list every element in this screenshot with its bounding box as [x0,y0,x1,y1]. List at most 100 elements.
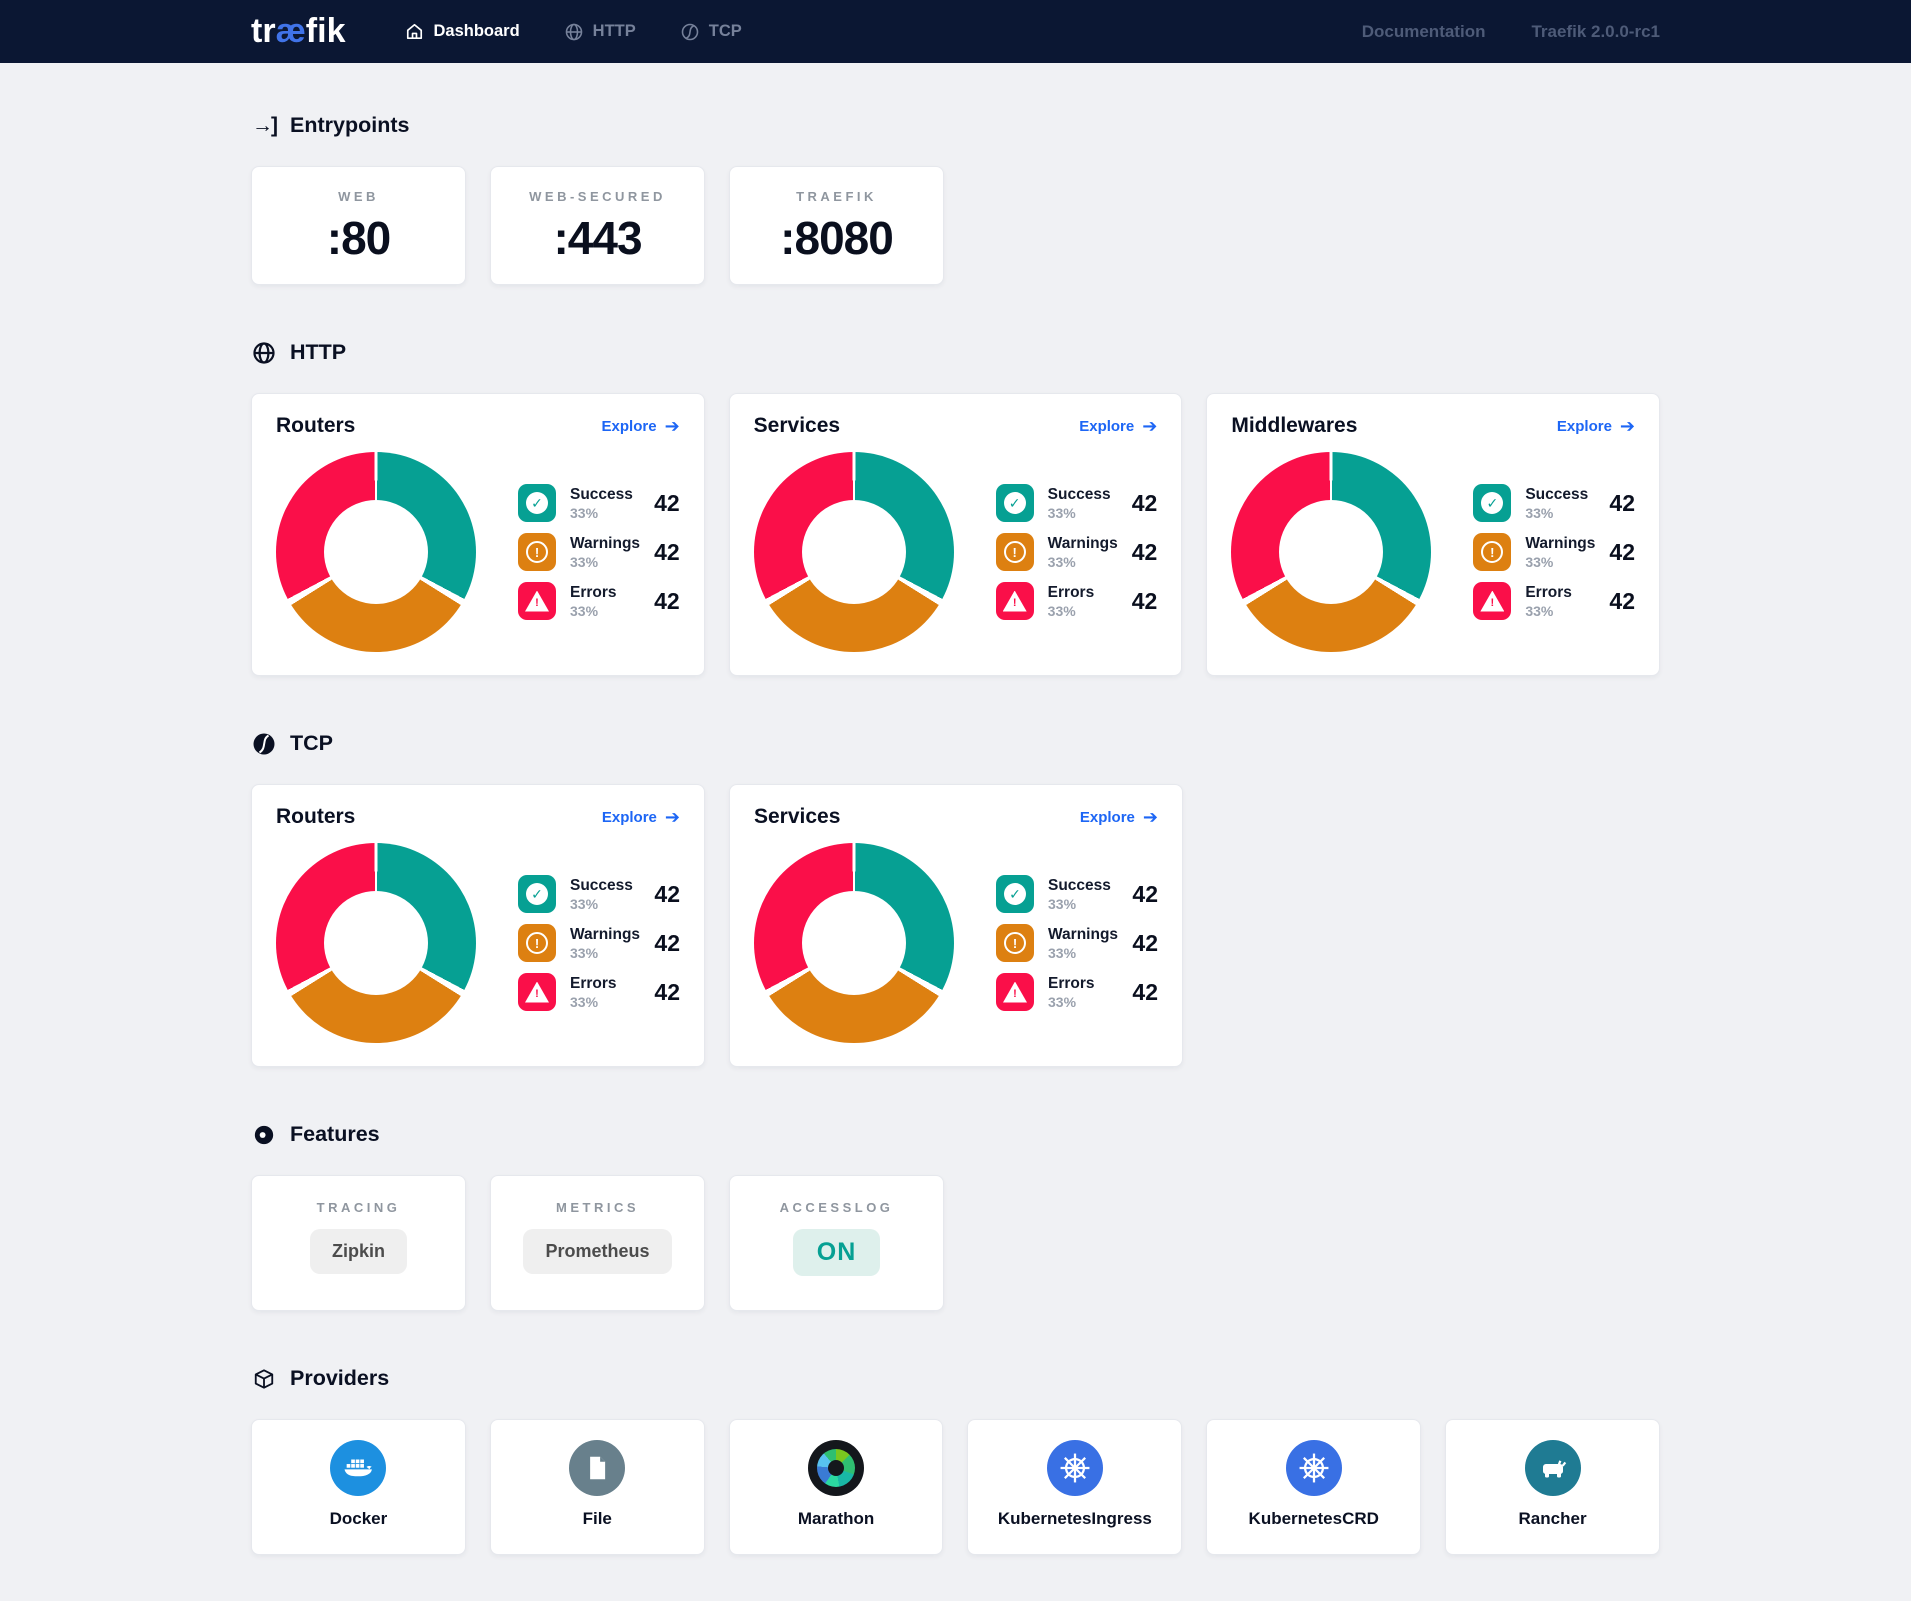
entrypoints-icon: →] [252,113,278,137]
feature-value-pill: Zipkin [310,1229,407,1274]
legend-row-success: ✓ Success 33% 42 [1473,484,1635,522]
tcp-section: TCP Routers Explore ➔ ✓ Success 33% 42 [251,731,1660,1067]
arrow-right-icon: ➔ [1619,416,1636,436]
nav-item-http[interactable]: HTTP [564,22,636,42]
provider-card-kubernetesingress: KubernetesIngress [967,1419,1183,1555]
warning-circle-icon: ! [518,924,556,962]
explore-link[interactable]: Explore ➔ [1079,416,1158,436]
legend-count: 42 [1609,587,1636,614]
feature-label: METRICS [556,1200,639,1215]
card-title: Services [753,414,841,437]
error-triangle-icon: ! [1473,582,1512,620]
traefik-logo: træfik [251,12,346,50]
legend-row-warnings: ! Warnings 33% 42 [518,924,680,962]
legend-count: 42 [654,538,680,565]
feature-on-badge: ON [792,1229,881,1276]
http-routers-card: Routers Explore ➔ ✓ Success 33% 42 ! Warni… [251,393,705,676]
legend-row-success: ✓ Success 33% 42 [996,875,1158,913]
provider-card-marathon: Marathon [728,1419,944,1555]
donut-chart [1231,452,1432,652]
legend-row-errors: ! Errors 33% 42 [1473,582,1635,620]
explore-link[interactable]: Explore ➔ [1556,416,1636,436]
provider-card-file: File [489,1419,705,1555]
card-title: Middlewares [1231,414,1358,437]
error-triangle-icon: ! [996,973,1034,1011]
entrypoint-port: :8080 [780,212,894,264]
provider-card-rancher: Rancher [1445,1419,1660,1555]
success-check-icon: ✓ [518,875,556,913]
explore-link[interactable]: Explore ➔ [601,807,680,827]
legend-count: 42 [1132,929,1158,956]
entrypoint-card-web: WEB :80 [251,166,466,285]
warning-circle-icon: ! [518,533,556,571]
rancher-icon [1524,1440,1581,1496]
arrow-right-icon: ➔ [664,807,680,827]
provider-name: File [582,1509,612,1528]
legend-row-success: ✓ Success 33% 42 [995,484,1157,522]
legend-count: 42 [654,978,680,1005]
success-check-icon: ✓ [1473,484,1512,522]
docker-icon [330,1440,387,1496]
provider-name: Rancher [1518,1509,1587,1528]
legend-count: 42 [654,489,680,516]
arrow-right-icon: ➔ [664,416,680,436]
explore-link[interactable]: Explore ➔ [601,416,680,436]
donut-chart [276,452,476,652]
success-check-icon: ✓ [995,484,1034,522]
section-title-http: HTTP [290,340,347,364]
provider-name: KubernetesIngress [997,1509,1152,1528]
legend-row-warnings: ! Warnings 33% 42 [995,533,1157,571]
warning-circle-icon: ! [995,533,1034,571]
nav-item-tcp[interactable]: TCP [680,22,742,42]
feature-value-pill: Prometheus [523,1229,672,1274]
legend-count: 42 [1131,587,1158,614]
legend-row-success: ✓ Success 33% 42 [518,875,680,913]
legend-row-errors: ! Errors 33% 42 [996,973,1158,1011]
features-icon [251,1124,277,1146]
error-triangle-icon: ! [518,973,556,1011]
card-title: Routers [276,805,356,828]
legend-row-warnings: ! Warnings 33% 42 [1473,533,1635,571]
section-title-features: Features [290,1122,380,1146]
feature-card-metrics: METRICS Prometheus [490,1175,705,1311]
warning-circle-icon: ! [996,924,1034,962]
http-section: HTTP Routers Explore ➔ ✓ Success 33% 42 [251,340,1661,676]
error-triangle-icon: ! [995,582,1034,620]
card-title: Services [754,805,841,828]
legend-count: 42 [1609,538,1636,565]
legend-row-errors: ! Errors 33% 42 [518,973,680,1011]
tcp-icon [680,22,700,42]
file-icon [569,1440,626,1496]
feature-card-tracing: TRACING Zipkin [251,1175,466,1311]
card-title: Routers [276,414,356,437]
error-triangle-icon: ! [518,582,556,620]
nav-item-dashboard[interactable]: Dashboard [405,22,520,41]
http-middlewares-card: Middlewares Explore ➔ ✓ Success 33% 42 ! W… [1206,393,1661,676]
entrypoint-port: :443 [553,212,642,264]
legend-count: 42 [1132,880,1158,907]
kubernetes-wheel-icon [1046,1440,1103,1496]
section-title-tcp: TCP [290,731,333,755]
donut-chart [753,452,954,652]
explore-link[interactable]: Explore ➔ [1079,807,1158,827]
legend-row-errors: ! Errors 33% 42 [518,582,680,620]
legend-count: 42 [654,587,680,614]
kubernetes-wheel-icon [1285,1440,1342,1496]
home-icon [405,22,424,41]
legend-count: 42 [654,880,680,907]
providers-section: Providers Docker File Marathon [251,1366,1660,1601]
success-check-icon: ✓ [996,875,1034,913]
entrypoints-section: →] Entrypoints WEB :80 WEB-SECURED :443 … [251,113,1660,285]
success-check-icon: ✓ [518,484,556,522]
entrypoint-port: :80 [326,212,391,264]
section-title-entrypoints: Entrypoints [290,113,410,137]
entrypoint-card-traefik: TRAEFIK :8080 [729,166,944,285]
package-icon [251,1368,277,1390]
nav-item-label: HTTP [592,22,636,40]
legend-row-errors: ! Errors 33% 42 [995,582,1158,620]
http-services-card: Services Explore ➔ ✓ Success 33% 42 ! Warn… [728,393,1183,676]
features-section: Features TRACING Zipkin METRICS Promethe… [251,1122,1660,1311]
documentation-link[interactable]: Documentation [1361,21,1486,41]
section-title-providers: Providers [290,1366,390,1390]
version-label: Traefik 2.0.0-rc1 [1531,21,1660,41]
